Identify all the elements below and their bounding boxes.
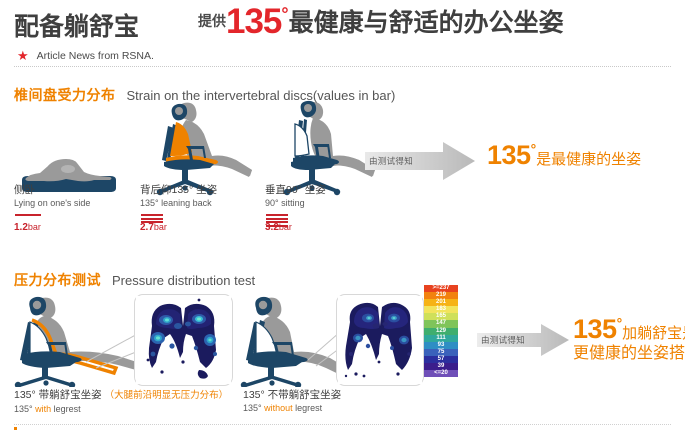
caption-with-legrest: 135° 带躺舒宝坐姿 （大腿前沿明显无压力分布） 135° with legr… xyxy=(14,388,228,415)
section1-title-cn: 椎间盘受力分布 xyxy=(14,87,116,103)
figure1-value-number: 1.2 xyxy=(14,222,28,233)
legend-entry-11: 39 xyxy=(424,363,458,371)
footer-divider xyxy=(14,424,671,425)
figure2-value: 2.7bar xyxy=(140,222,167,233)
chair-135-illustration xyxy=(156,102,252,196)
headline-tail: 最健康与舒适的办公坐姿 xyxy=(288,9,564,37)
figure2-caption-cn: 背后仰135° 坐姿 xyxy=(140,184,218,196)
page-title: 配备躺舒宝 xyxy=(14,13,140,41)
legend-entry-3: 183 xyxy=(424,306,458,314)
caption-with-legrest-en-post: legrest xyxy=(51,404,81,414)
legend-entry-6: 129 xyxy=(424,327,458,335)
figure1-value-unit: bar xyxy=(27,222,41,232)
section2-title-cn: 压力分布测试 xyxy=(14,272,101,288)
caption-without-legrest-en-post: legrest xyxy=(292,403,323,413)
pressure-legend: >=237 219 201 183 165 147 129 111 93 75 57 39 <=20 xyxy=(424,285,458,378)
section-pressure: 压力分布测试 Pressure distribution test xyxy=(0,262,685,430)
header: 配备躺舒宝 提供135°最健康与舒适的办公坐姿 ★ Article News fr… xyxy=(0,0,685,67)
section2-arrow: 由测试得知 xyxy=(477,324,569,356)
pressure-map-with-legrest xyxy=(136,296,231,384)
section1-conclusion-text: 是最健康的坐姿 xyxy=(536,151,642,168)
caption-without-legrest-cn: 135° 不带躺舒宝坐姿 xyxy=(243,389,342,401)
star-icon: ★ xyxy=(17,48,29,63)
section2-conclusion-line2: 更健康的坐姿搭配 xyxy=(573,343,685,365)
caption-without-legrest: 135° 不带躺舒宝坐姿 135° without legrest xyxy=(243,388,341,414)
figure2-caption-en: 135° leaning back xyxy=(140,198,212,208)
figure-leaning-135: 背后仰135° 坐姿 135° leaning back 2.7bar xyxy=(140,98,258,233)
lying-person-illustration xyxy=(22,159,116,192)
chair-90-illustration xyxy=(283,100,375,196)
byline-text: Article News from RSNA. xyxy=(36,50,154,62)
section2-title: 压力分布测试 Pressure distribution test xyxy=(14,270,255,290)
figure3-value: 3.2bar xyxy=(265,222,292,233)
section2-title-en: Pressure distribution test xyxy=(112,273,256,288)
byline: ★ Article News from RSNA. xyxy=(17,48,154,64)
legend-entry-4: 165 xyxy=(424,313,458,321)
figure3-caption: 垂直90° 坐姿 90° sitting xyxy=(265,184,326,209)
section1-title: 椎间盘受力分布 Strain on the intervertebral disc… xyxy=(14,85,395,105)
section1-conclusion: 135°是最健康的坐姿 xyxy=(487,140,641,171)
section-strain: 椎间盘受力分布 Strain on the intervertebral disc… xyxy=(0,78,685,253)
section1-conclusion-degree: ° xyxy=(530,141,537,157)
caption-with-legrest-cn-main: 135° 带躺舒宝坐姿 xyxy=(14,389,102,401)
legend-entry-5: 147 xyxy=(424,320,458,328)
caption-without-legrest-en-highlight: without xyxy=(264,403,293,413)
section2-arrow-label: 由测试得知 xyxy=(481,335,526,345)
section2-conclusion-degree: ° xyxy=(616,315,623,331)
section1-conclusion-number: 135 xyxy=(487,140,531,170)
arrow-right-icon xyxy=(477,324,569,356)
figure1-bar-indicator xyxy=(15,214,41,218)
pressure-callout-without-legrest xyxy=(336,294,424,386)
figure3-bar-indicator xyxy=(266,214,288,228)
arrow-right-icon xyxy=(365,142,475,180)
headline-degree-symbol: ° xyxy=(281,4,289,24)
header-headline: 提供135°最健康与舒适的办公坐姿 xyxy=(198,2,564,42)
legend-entry-10: 57 xyxy=(424,355,458,364)
section2-conclusion-number: 135 xyxy=(573,314,617,344)
caption-without-legrest-en-pre: 135° xyxy=(243,403,265,413)
legend-entry-1: 219 xyxy=(424,292,458,300)
footer-marker xyxy=(14,427,17,430)
section2-conclusion-text1: 加躺舒宝是 xyxy=(622,325,685,342)
legend-entry-8: 93 xyxy=(424,341,458,349)
section2-conclusion-line1: 135°加躺舒宝是 xyxy=(573,312,685,345)
figure2-value-number: 2.7 xyxy=(140,222,154,233)
section1-arrow-label: 由测试得知 xyxy=(369,156,414,166)
headline-big-number: 135 xyxy=(226,2,282,41)
figure2-value-unit: bar xyxy=(153,222,167,232)
caption-with-legrest-en-pre: 135° xyxy=(14,404,36,414)
section2-conclusion: 135°加躺舒宝是 更健康的坐姿搭配 xyxy=(573,312,685,365)
figure-sitting-90: 垂直90° 坐姿 90° sitting 3.2bar xyxy=(265,98,383,233)
legend-entry-0: >=237 xyxy=(424,285,458,293)
figure2-bar-indicator xyxy=(141,214,163,225)
caption-with-legrest-en-highlight: with xyxy=(35,404,52,414)
section1-arrow: 由测试得知 xyxy=(365,142,475,180)
figure3-caption-en: 90° sitting xyxy=(265,198,305,208)
caption-with-legrest-en: 135° with legrest xyxy=(14,403,228,415)
pressure-callout-with-legrest xyxy=(134,294,233,386)
legend-entry-7: 111 xyxy=(424,334,458,342)
figure1-caption-en: Lying on one's side xyxy=(14,198,91,208)
figure2-caption: 背后仰135° 坐姿 135° leaning back xyxy=(140,184,217,209)
section2-conclusion-text2: 更健康的坐姿搭配 xyxy=(573,345,685,362)
figure1-value: 1.2bar xyxy=(14,222,41,233)
figure1-caption-cn: 侧卧 xyxy=(14,184,35,196)
headline-lead: 提供 xyxy=(198,13,226,29)
figure-lying-on-side: 侧卧 Lying on one's side 1.2bar xyxy=(14,116,124,233)
figure3-caption-cn: 垂直90° 坐姿 xyxy=(265,184,326,196)
caption-with-legrest-cn: 135° 带躺舒宝坐姿 （大腿前沿明显无压力分布） xyxy=(14,388,228,403)
header-divider xyxy=(14,66,671,67)
section1-title-en: Strain on the intervertebral discs(value… xyxy=(126,88,396,103)
caption-with-legrest-cn-note: （大腿前沿明显无压力分布） xyxy=(104,390,229,401)
legend-entry-12: <=20 xyxy=(424,370,458,378)
figure3-value-unit: bar xyxy=(278,222,292,232)
pressure-map-without-legrest xyxy=(338,296,422,384)
caption-without-legrest-en: 135° without legrest xyxy=(243,402,341,414)
figure1-caption: 侧卧 Lying on one's side xyxy=(14,184,90,209)
legend-entry-2: 201 xyxy=(424,299,458,307)
legend-entry-9: 75 xyxy=(424,348,458,356)
figure3-value-number: 3.2 xyxy=(265,222,279,233)
